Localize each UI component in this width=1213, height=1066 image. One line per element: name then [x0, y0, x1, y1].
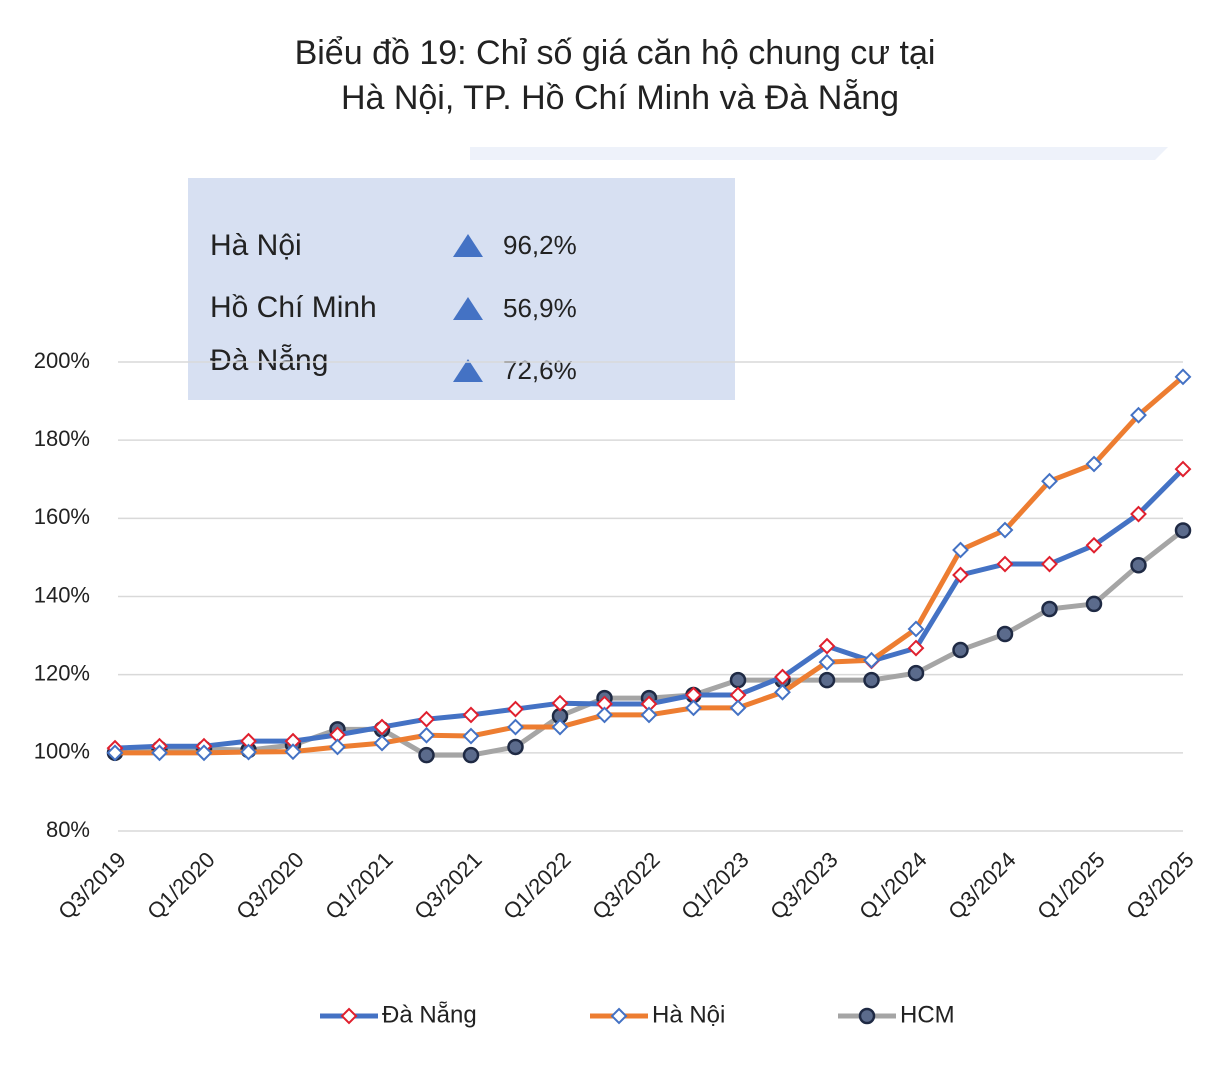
data-point — [996, 555, 1014, 573]
up-arrow — [453, 359, 483, 382]
data-point — [774, 683, 791, 701]
data-point — [818, 653, 836, 671]
chart-title: Biểu đồ 19: Chỉ số giá căn hộ chung cư t… — [295, 34, 936, 72]
y-tick-label: 80% — [46, 817, 90, 842]
data-point — [1130, 556, 1147, 574]
chart-title: Hà Nội, TP. Hồ Chí Minh và Đà Nẵng — [341, 79, 899, 117]
data-point — [952, 641, 969, 659]
data-point — [729, 699, 747, 717]
x-tick-label: Q1/2020 — [142, 847, 219, 924]
data-point — [1085, 595, 1103, 613]
y-tick-label: 100% — [34, 739, 90, 764]
data-point — [610, 1007, 628, 1025]
data-point — [507, 738, 524, 756]
x-tick-label: Q3/2019 — [53, 847, 130, 924]
data-point — [863, 651, 880, 669]
data-point — [462, 727, 480, 745]
data-point — [907, 639, 925, 657]
data-point — [1174, 368, 1192, 386]
x-tick-label: Q1/2024 — [854, 847, 931, 924]
data-point — [952, 541, 969, 559]
summary-label: Hồ Chí Minh — [210, 291, 377, 324]
data-point — [952, 566, 969, 584]
data-point — [1041, 600, 1058, 618]
data-point — [106, 744, 124, 762]
data-point — [418, 726, 435, 744]
data-point — [685, 699, 702, 717]
data-point — [1085, 536, 1103, 554]
data-point — [462, 746, 480, 764]
legend-label: Đà Nẵng — [382, 1000, 477, 1028]
y-tick-label: 140% — [34, 582, 90, 607]
data-point — [340, 1007, 358, 1025]
data-point — [1041, 555, 1058, 573]
data-point — [729, 671, 747, 689]
y-tick-label: 120% — [34, 660, 90, 685]
data-point — [373, 718, 391, 736]
summary-label: Đà Nẵng — [210, 344, 328, 377]
up-arrow — [453, 234, 483, 257]
data-point — [195, 744, 213, 762]
data-point — [863, 671, 880, 689]
data-point — [551, 694, 569, 712]
data-point — [373, 734, 391, 752]
summary-value: 56,9% — [503, 293, 577, 323]
data-point — [818, 671, 836, 689]
data-point — [507, 718, 524, 736]
data-point — [329, 738, 346, 756]
y-tick-label: 160% — [34, 504, 90, 529]
data-point — [996, 521, 1014, 539]
y-tick-label: 200% — [34, 348, 90, 373]
x-tick-label: Q3/2023 — [765, 847, 842, 924]
summary-value: 72,6% — [503, 355, 577, 385]
legend-label: HCM — [900, 1001, 955, 1028]
y-tick-label: 180% — [34, 426, 90, 451]
x-tick-label: Q3/2022 — [587, 847, 664, 924]
data-point — [640, 706, 658, 724]
data-point — [284, 743, 302, 761]
summary-value: 96,2% — [503, 230, 577, 260]
decoration — [470, 147, 1168, 160]
data-point — [1174, 522, 1192, 539]
x-tick-label: Q1/2021 — [320, 847, 397, 924]
data-point — [907, 664, 925, 682]
legend-label: Hà Nội — [652, 1001, 725, 1028]
data-point — [996, 625, 1014, 643]
x-tick-label: Q1/2023 — [676, 847, 753, 924]
summary-label: Hà Nội — [210, 229, 302, 262]
x-tick-label: Q1/2025 — [1032, 847, 1109, 924]
data-point — [858, 1007, 876, 1025]
x-tick-label: Q3/2020 — [231, 847, 308, 924]
x-tick-label: Q1/2022 — [498, 847, 575, 924]
data-point — [1085, 455, 1103, 473]
x-tick-label: Q3/2021 — [409, 847, 486, 924]
data-point — [1041, 472, 1058, 490]
data-point — [240, 743, 257, 761]
data-point — [907, 620, 925, 638]
data-point — [818, 637, 836, 655]
data-point — [418, 710, 435, 728]
data-point — [507, 700, 524, 718]
data-point — [551, 718, 569, 736]
data-point — [462, 706, 480, 724]
x-tick-label: Q3/2024 — [943, 847, 1020, 924]
x-tick-label: Q3/2025 — [1121, 847, 1198, 924]
up-arrow — [453, 297, 483, 320]
summary-box — [188, 178, 735, 400]
data-point — [418, 746, 435, 764]
data-point — [596, 706, 613, 724]
data-point — [1174, 460, 1192, 478]
data-point — [1130, 505, 1147, 523]
data-point — [151, 744, 168, 762]
data-point — [1130, 406, 1147, 424]
